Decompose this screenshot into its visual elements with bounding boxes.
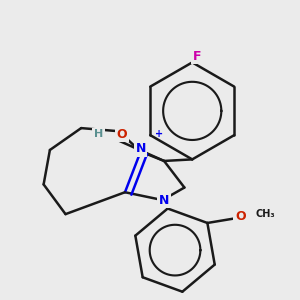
Text: N: N — [159, 194, 169, 207]
Text: N: N — [135, 142, 146, 155]
Text: O: O — [116, 128, 127, 141]
Text: H: H — [94, 129, 103, 140]
Text: CH₃: CH₃ — [256, 209, 275, 219]
Text: +: + — [155, 130, 163, 140]
Text: F: F — [193, 50, 201, 63]
Text: O: O — [235, 210, 245, 223]
